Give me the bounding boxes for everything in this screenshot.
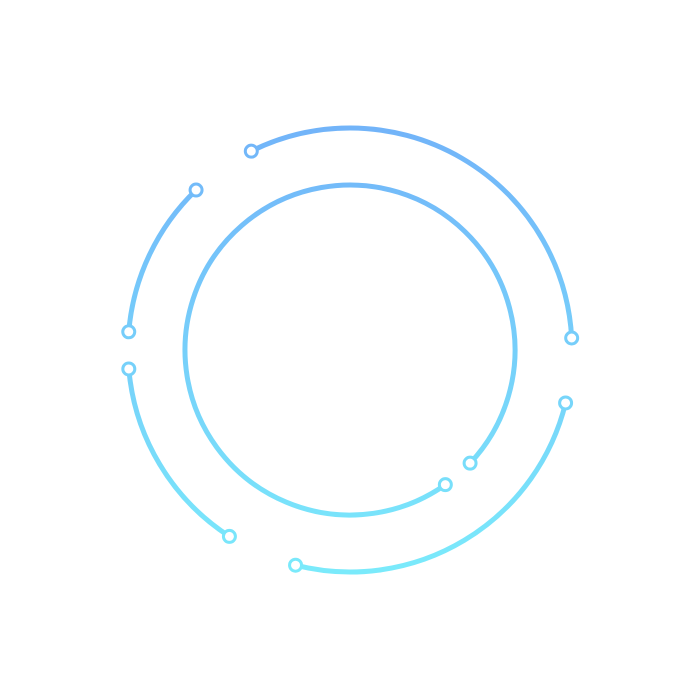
arc-endpoint-node [243,143,259,159]
arc-endpoint-node [558,395,574,411]
arc-endpoint-node [564,330,580,346]
outer-arc-upper-left [126,188,198,333]
arc-endpoint-node [437,477,453,493]
ring-arcs [126,125,575,575]
outer-arc-lower-left [126,368,231,539]
outer-arc-top-right [250,125,575,339]
inner-ring-arc [182,182,518,518]
arc-endpoint-node [188,182,204,198]
arc-endpoint-node [121,324,137,340]
arc-endpoint-node [288,557,304,573]
arc-endpoint-node [221,528,237,544]
ring-nodes [121,143,580,573]
arc-endpoint-node [462,455,478,471]
outer-arc-bottom-right [294,402,569,575]
arc-endpoint-node [121,361,137,377]
